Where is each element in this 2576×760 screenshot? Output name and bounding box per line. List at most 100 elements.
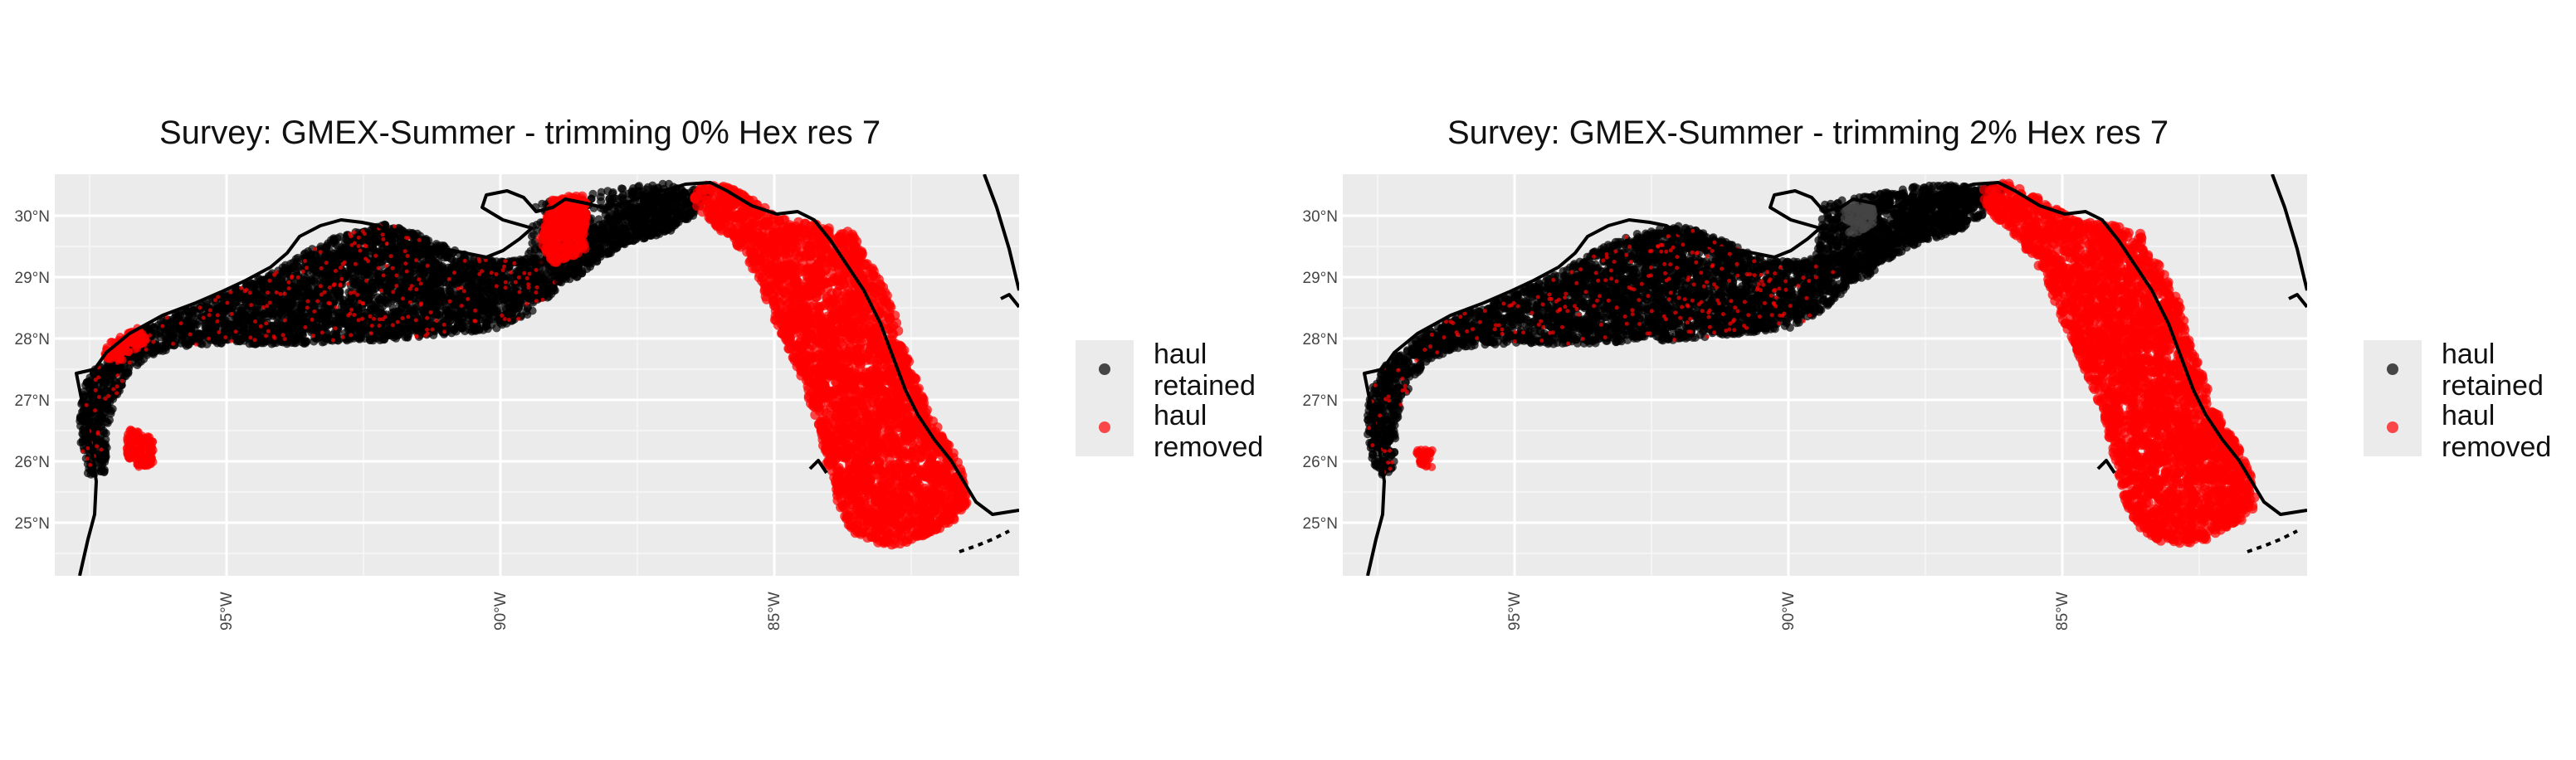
haul-point (352, 241, 357, 246)
haul-point (150, 329, 159, 339)
haul-point (493, 316, 502, 325)
haul-point (281, 333, 285, 338)
haul-point (172, 312, 181, 320)
haul-point (508, 306, 517, 315)
haul-point (85, 456, 90, 461)
haul-point (217, 330, 222, 334)
haul-point (242, 289, 247, 294)
haul-point (422, 281, 431, 290)
haul-point (266, 290, 271, 295)
haul-point (207, 313, 212, 318)
haul-point (371, 285, 379, 293)
haul-point (501, 295, 510, 303)
haul-point (502, 317, 507, 321)
haul-point (523, 310, 532, 319)
haul-point (198, 305, 202, 310)
haul-point (471, 287, 481, 296)
haul-point (353, 261, 358, 266)
haul-point (413, 318, 418, 323)
haul-point (596, 192, 605, 202)
haul-point (119, 364, 128, 373)
haul-point (212, 301, 222, 310)
haul-point (356, 235, 361, 240)
haul-point (233, 329, 238, 334)
haul-point (477, 309, 486, 319)
haul-point (506, 318, 511, 322)
haul-point (160, 324, 165, 329)
haul-point (106, 378, 115, 387)
haul-point (373, 253, 378, 258)
haul-point (417, 237, 422, 242)
haul-point (98, 456, 107, 465)
haul-point (363, 244, 368, 249)
haul-point (411, 310, 420, 319)
haul-point (451, 295, 461, 304)
haul-point (526, 285, 531, 290)
haul-point (381, 329, 390, 338)
haul-point (528, 239, 537, 248)
haul-point (646, 215, 655, 224)
haul-point (391, 290, 396, 295)
haul-point (617, 228, 626, 237)
haul-point (352, 230, 357, 235)
haul-point (395, 319, 400, 324)
haul-point (368, 331, 373, 336)
haul-point (595, 236, 604, 246)
haul-point (384, 241, 389, 246)
haul-point (423, 334, 428, 339)
haul-point (207, 308, 212, 313)
haul-point (326, 300, 331, 305)
haul-point (356, 244, 361, 249)
haul-point (286, 286, 291, 291)
haul-point (115, 391, 120, 396)
haul-point (540, 275, 549, 285)
haul-point (170, 329, 179, 338)
haul-point (456, 286, 461, 291)
haul-point (428, 270, 437, 279)
haul-point (305, 305, 310, 310)
haul-point (96, 395, 101, 399)
haul-point (447, 299, 452, 304)
haul-point (534, 290, 539, 295)
haul-point (603, 187, 612, 196)
haul-point (601, 210, 610, 219)
haul-point (184, 311, 193, 320)
haul-point (239, 285, 244, 290)
haul-point (540, 297, 545, 302)
haul-point (631, 208, 640, 217)
haul-point (333, 326, 338, 331)
haul-point (522, 270, 527, 275)
haul-point (95, 444, 100, 449)
haul-point (394, 284, 399, 288)
haul-point (467, 279, 476, 288)
haul-point (358, 248, 363, 253)
haul-point (312, 309, 317, 314)
haul-point (607, 230, 617, 239)
haul-point (464, 268, 473, 277)
haul-point (425, 263, 430, 268)
haul-point (318, 270, 327, 279)
haul-point (572, 273, 581, 281)
haul-point (513, 280, 518, 285)
haul-point (344, 322, 353, 330)
haul-point (669, 213, 678, 222)
haul-point (390, 323, 395, 328)
haul-point (406, 314, 411, 319)
haul-point (115, 384, 120, 389)
haul-point (228, 290, 233, 295)
haul-point (331, 283, 336, 288)
haul-point (164, 315, 169, 320)
haul-point (144, 347, 149, 352)
haul-point (282, 291, 287, 296)
haul-point (334, 304, 339, 309)
haul-point (333, 269, 338, 273)
haul-point (247, 290, 252, 295)
haul-point (489, 270, 494, 275)
haul-point (229, 339, 234, 343)
haul-point (440, 273, 449, 282)
haul-point (434, 323, 443, 331)
haul-point (151, 339, 156, 344)
haul-point (261, 304, 266, 309)
haul-point (297, 318, 306, 327)
haul-point (376, 266, 381, 270)
